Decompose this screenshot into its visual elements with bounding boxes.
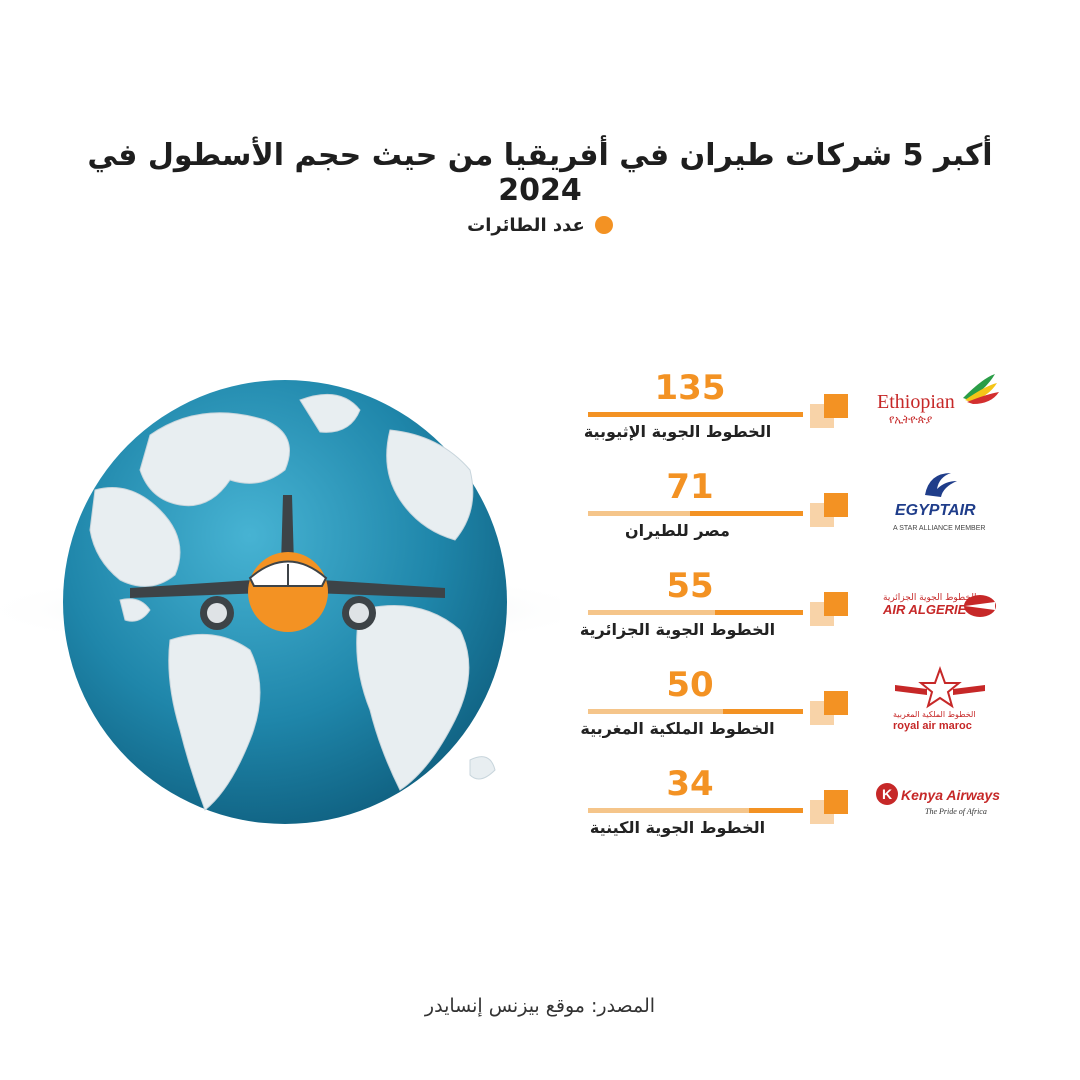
bar	[749, 808, 803, 813]
air-algerie-logo: الخطوط الجوية الجزائرية AIR ALGERIE	[865, 566, 1015, 636]
kenya-airways-logo: K Kenya Airways The Pride of Africa	[865, 764, 1015, 834]
bar-row: 50 الخطوط الملكية المغربية الخطوط الملكي…	[560, 665, 1020, 765]
bar-track	[588, 709, 803, 714]
bar-value-label: 135	[654, 368, 726, 408]
bar-value-label: 34	[666, 764, 714, 804]
ethiopian-logo: Ethiopian የኢትዮጵያ	[865, 368, 1015, 438]
svg-text:A STAR ALLIANCE MEMBER: A STAR ALLIANCE MEMBER	[893, 525, 985, 532]
category-label: الخطوط الجوية الكينية	[589, 818, 766, 837]
square-marker-icon	[808, 687, 852, 731]
svg-text:AIR ALGERIE: AIR ALGERIE	[882, 602, 967, 617]
svg-text:الخطوط الجوية الجزائرية: الخطوط الجوية الجزائرية	[883, 593, 976, 603]
square-marker-icon	[808, 390, 852, 434]
bar	[723, 709, 803, 714]
bar-row: 71 مصر للطيران EGYPTAIR A STAR ALLIANCE …	[560, 467, 1020, 567]
bar-row: 55 الخطوط الجوية الجزائرية الخطوط الجوية…	[560, 566, 1020, 666]
category-label: الخطوط الملكية المغربية	[580, 719, 775, 738]
square-marker-icon	[808, 786, 852, 830]
bar-row: 135 الخطوط الجوية الإثيوبية Ethiopian የኢ…	[560, 368, 1020, 468]
legend-dot	[594, 216, 613, 234]
egyptair-logo: EGYPTAIR A STAR ALLIANCE MEMBER	[865, 467, 1015, 537]
bar-track	[588, 808, 803, 813]
bar-value-label: 50	[666, 665, 714, 705]
globe-illustration	[0, 340, 610, 860]
svg-text:Ethiopian: Ethiopian	[877, 391, 955, 413]
svg-text:K: K	[882, 786, 892, 802]
bar-track	[588, 412, 803, 417]
bar	[715, 610, 803, 615]
category-label: الخطوط الجوية الجزائرية	[579, 620, 776, 639]
bar	[690, 511, 803, 516]
svg-text:EGYPTAIR: EGYPTAIR	[895, 502, 976, 519]
bar-value-label: 71	[666, 467, 714, 507]
legend: عدد الطائرات	[440, 210, 640, 240]
svg-text:royal air maroc: royal air maroc	[893, 720, 972, 732]
square-marker-icon	[808, 489, 852, 533]
svg-text:የኢትዮጵያ: የኢትዮጵያ	[889, 413, 933, 426]
svg-text:الخطوط الملكية المغربية: الخطوط الملكية المغربية	[893, 710, 976, 719]
bar-track	[588, 511, 803, 516]
legend-label: عدد الطائرات	[467, 214, 585, 236]
airplane-icon	[130, 495, 445, 632]
svg-text:The Pride of Africa: The Pride of Africa	[925, 807, 987, 816]
globe-airplane-image	[0, 380, 610, 824]
bar	[588, 412, 803, 417]
source-note: المصدر: موقع بيزنس إنسايدر	[424, 995, 656, 1017]
chart-title: أكبر 5 شركات طيران في أفريقيا من حيث حجم…	[87, 138, 993, 208]
bar-value-label: 55	[666, 566, 714, 606]
bar-track	[588, 610, 803, 615]
square-marker-icon	[808, 588, 852, 632]
bar-row: 34 الخطوط الجوية الكينية K Kenya Airways…	[560, 764, 1020, 864]
category-label: الخطوط الجوية الإثيوبية	[583, 422, 772, 441]
svg-text:Kenya Airways: Kenya Airways	[901, 787, 1000, 803]
royal-air-maroc-logo: الخطوط الملكية المغربية royal air maroc	[865, 665, 1015, 735]
category-label: مصر للطيران	[625, 521, 730, 540]
